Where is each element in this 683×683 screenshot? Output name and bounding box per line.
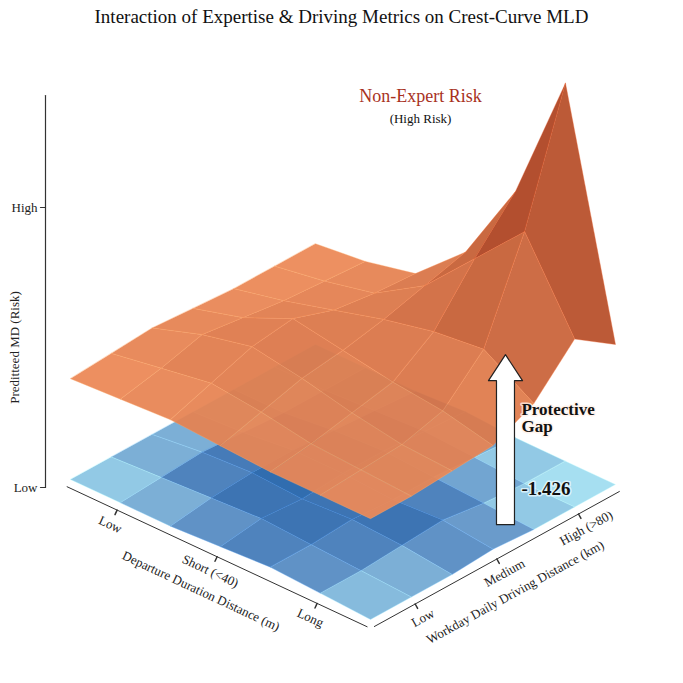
svg-text:Low: Low [97,512,125,536]
svg-text:Low: Low [14,480,38,495]
svg-text:Long: Long [295,605,327,630]
svg-text:Medium: Medium [481,555,528,590]
svg-text:Low: Low [409,605,438,630]
svg-text:Short (<40): Short (<40) [179,551,241,591]
svg-text:ProtectiveGap: ProtectiveGap [521,400,595,436]
svg-text:Preditteed MD (Risk): Preditteed MD (Risk) [7,291,22,404]
svg-text:-1.426: -1.426 [521,478,570,499]
svg-text:Departure Duration Distance (m: Departure Duration Distance (m) [120,548,282,634]
svg-text:Workday Daily Driving Distance: Workday Daily Driving Distance (km) [424,537,607,647]
svg-text:High: High [12,200,39,215]
svg-text:Non-Expert Risk: Non-Expert Risk [359,86,481,106]
svg-text:(High Risk): (High Risk) [390,111,452,126]
svg-text:High (>80): High (>80) [557,507,615,548]
html-text:Interaction of Expertise & Dri: Interaction of Expertise & Driving Metri… [94,6,589,27]
